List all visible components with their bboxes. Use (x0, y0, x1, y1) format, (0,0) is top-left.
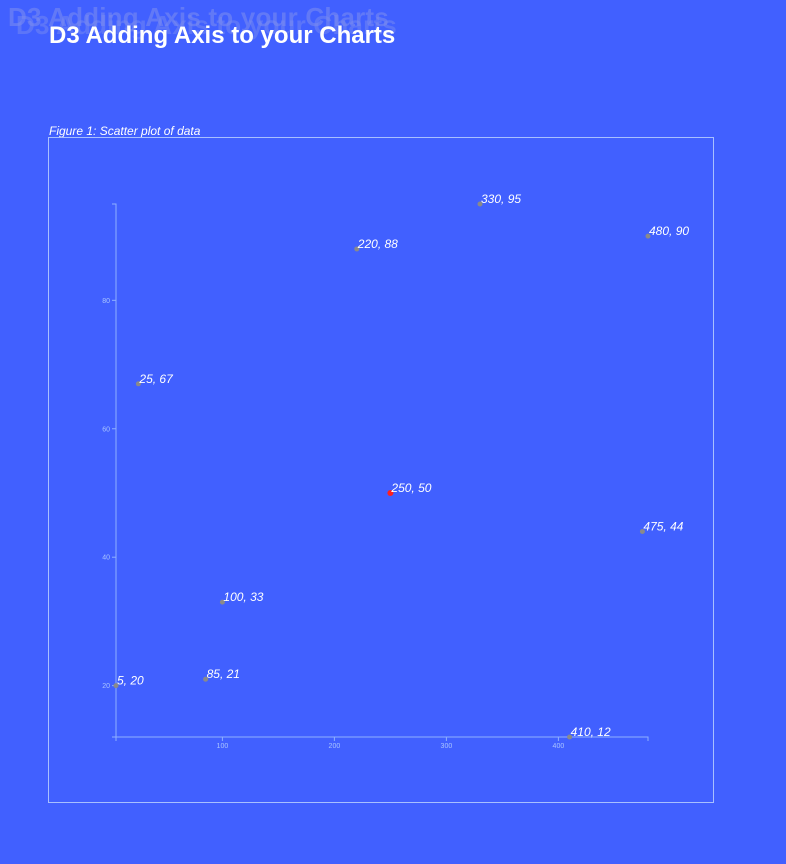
highlighted-data-point (387, 489, 394, 496)
x-tick-label: 100 (217, 743, 229, 750)
x-tick-label: 200 (329, 743, 341, 750)
data-point-label: 5, 20 (117, 674, 144, 688)
data-point (639, 529, 645, 535)
x-tick-label: 300 (441, 743, 453, 750)
data-point-label: 85, 21 (207, 667, 240, 681)
ghost-title-shadow-secondary: D3 Adding Axis to your Charts (16, 10, 397, 40)
data-point (477, 201, 483, 207)
figure-caption: Figure 1: Scatter plot of data (49, 124, 201, 138)
data-point-label: 330, 95 (481, 192, 521, 206)
data-point (219, 599, 225, 605)
chart-frame (48, 137, 714, 803)
data-point (567, 734, 573, 740)
data-point (354, 246, 360, 252)
axes: 100 200 300 400 20 40 60 80 (102, 203, 649, 750)
y-tick-label: 60 (102, 426, 110, 433)
data-points: 5, 20 480, 90 250, 50 100, 33 330, 95 410, 12… (113, 192, 689, 740)
data-point-label: 220, 88 (357, 237, 398, 251)
ghost-title-shadow: D3 Adding Axis to your Charts (8, 2, 389, 32)
data-point-label: 25, 67 (138, 372, 174, 386)
data-point-label: 475, 44 (643, 520, 683, 534)
data-point-label: 250, 50 (390, 481, 431, 495)
data-point (113, 683, 119, 689)
x-tick-label: 400 (553, 743, 565, 750)
y-tick-label: 40 (102, 555, 110, 562)
data-point (135, 381, 141, 387)
data-point-label: 410, 12 (571, 725, 611, 739)
data-point (203, 676, 209, 682)
y-tick-label: 20 (102, 683, 110, 690)
data-point-label: 100, 33 (223, 590, 263, 604)
y-axis-line (112, 203, 117, 738)
x-axis-line (115, 736, 649, 741)
page-title: D3 Adding Axis to your Charts (49, 22, 396, 49)
data-point-label: 480, 90 (649, 224, 689, 238)
y-tick-label: 80 (102, 298, 110, 305)
data-point (645, 233, 651, 239)
